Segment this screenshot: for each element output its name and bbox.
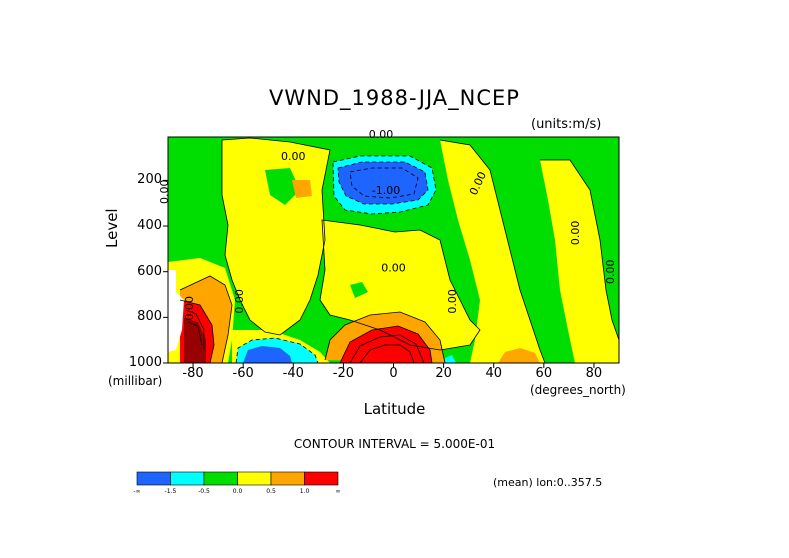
fill-orange-midlat <box>498 348 540 363</box>
colorbar-tick-label: -∞ <box>133 488 141 495</box>
x-tick-label: 40 <box>485 366 502 381</box>
colorbar-tick-label: -0.5 <box>198 488 210 495</box>
contour-value-label: 0.00 <box>183 296 196 321</box>
fill-cyan-small <box>444 355 456 363</box>
y-tick-label: 600 <box>137 263 162 279</box>
colorbar <box>136 471 339 486</box>
units-label: (units:m/s) <box>531 117 602 132</box>
y-axis-unit: (millibar) <box>108 374 163 388</box>
fill-orange-patch-upper <box>292 180 312 198</box>
colorbar-swatch <box>237 471 272 486</box>
contour-lines <box>179 137 619 363</box>
x-tick-label: -20 <box>332 366 354 381</box>
fill-yellow-high <box>540 160 619 363</box>
colorbar-swatch <box>270 471 305 486</box>
colorbar-tick-label: -1.5 <box>164 488 177 495</box>
colorbar-swatch <box>203 471 238 486</box>
contour-value-label: 0.00 <box>446 289 459 314</box>
mean-longitude-note: (mean) lon:0..357.5 <box>493 476 603 489</box>
colorbar-swatch <box>136 471 171 486</box>
contour-value-label: -1.00 <box>372 184 400 197</box>
x-axis-label: Latitude <box>363 400 426 418</box>
x-tick-label: -80 <box>182 366 204 381</box>
contour-value-label: 0.00 <box>569 221 582 246</box>
y-tick-label: 1000 <box>128 355 162 370</box>
fill-yellow-midlat <box>440 140 545 363</box>
axis-ticks <box>163 179 595 368</box>
contour-fill <box>168 137 619 363</box>
contour-value-label: 0.00 <box>233 289 246 314</box>
fill-yellow-center <box>320 220 480 350</box>
x-axis-unit: (degrees_north) <box>530 383 626 397</box>
y-tick-label: 200 <box>137 172 162 188</box>
y-axis-label: Level <box>103 208 121 248</box>
colorbar-tick-label: 0.5 <box>266 488 276 495</box>
chart-title: VWND_1988-JJA_NCEP <box>269 86 520 110</box>
contour-value-label: 0.00 <box>604 259 617 284</box>
colorbar-tick-label: 0.0 <box>232 488 243 495</box>
colorbar-tick-label: 1.0 <box>299 488 310 495</box>
x-tick-label: 0 <box>389 366 398 381</box>
fill-blue-surface <box>243 346 292 363</box>
x-tick-label: 20 <box>435 366 452 381</box>
fill-green-patch-a <box>350 282 368 298</box>
contour-value-label: 0.00 <box>381 262 406 275</box>
colorbar-swatch <box>304 471 339 486</box>
contour-value-label: 0.00 <box>158 180 171 205</box>
contour-interval: CONTOUR INTERVAL = 5.000E-01 <box>293 437 496 451</box>
y-tick-label: 400 <box>137 218 162 234</box>
fill-missing-polar <box>168 270 184 352</box>
contour-value-label: 0.00 <box>281 150 306 163</box>
contour-value-label: 0.00 <box>369 128 394 141</box>
x-tick-label: -60 <box>232 366 254 381</box>
colorbar-tick-label: ∞ <box>335 488 341 495</box>
fill-darkred-polar <box>184 318 206 363</box>
fill-green-patch-b <box>265 168 300 205</box>
contour-labels: 0.00 0.00 -1.00 0.00 0.00 0.00 0.00 0.00 0.00 0.0… <box>158 128 617 320</box>
y-tick-label: 800 <box>137 309 162 325</box>
x-tick-label: -40 <box>282 366 304 381</box>
colorbar-swatch <box>170 471 205 486</box>
x-tick-label: 80 <box>585 366 603 381</box>
x-tick-label: 60 <box>535 366 553 381</box>
